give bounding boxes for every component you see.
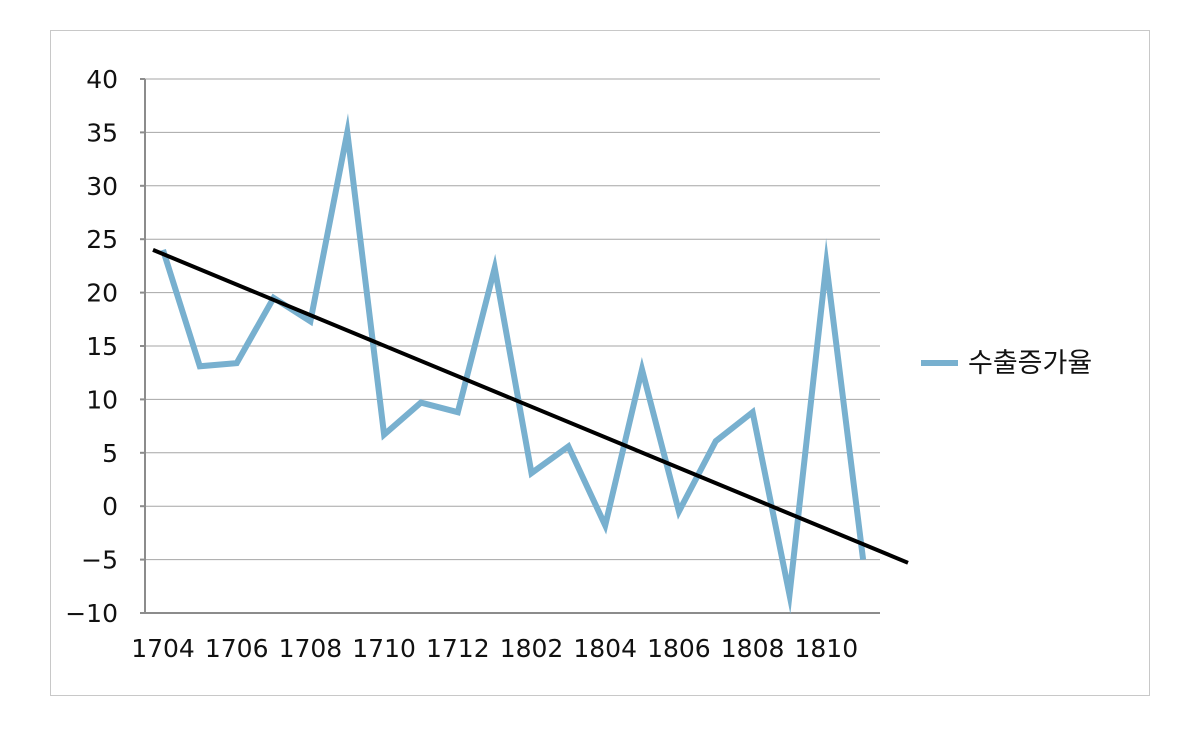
y-tick-label: 25 bbox=[86, 225, 118, 254]
x-tick-label: 1704 bbox=[131, 634, 195, 663]
axes: −10 −5 0 5 10 15 20 25 30 35 40 1704 1706 1708 1710 171… bbox=[65, 65, 880, 663]
x-tick-label: 1712 bbox=[426, 634, 490, 663]
y-tick-label: 30 bbox=[86, 172, 118, 201]
legend-label: 수출증가율 bbox=[968, 348, 1092, 379]
y-tick-label: 35 bbox=[86, 118, 118, 147]
x-tick-label: 1804 bbox=[573, 634, 637, 663]
x-tick-label: 1708 bbox=[279, 634, 343, 663]
x-tick-label: 1706 bbox=[205, 634, 269, 663]
trendline bbox=[152, 248, 909, 565]
series-line bbox=[160, 113, 867, 615]
series-layer bbox=[152, 113, 909, 615]
legend: 수출증가율 bbox=[921, 348, 1092, 379]
y-tick-label: −5 bbox=[81, 546, 118, 575]
x-tick-label: 1802 bbox=[500, 634, 564, 663]
y-tick-label: 5 bbox=[102, 439, 118, 468]
y-tick-label: 40 bbox=[86, 65, 118, 94]
y-tick-label: 20 bbox=[86, 279, 118, 308]
y-tick-label: −10 bbox=[65, 599, 118, 628]
x-tick-label: 1810 bbox=[794, 634, 858, 663]
gridlines bbox=[145, 78, 880, 561]
y-tick-label: 10 bbox=[86, 385, 118, 414]
y-tick-label: 0 bbox=[102, 492, 118, 521]
x-tick-label: 1806 bbox=[647, 634, 711, 663]
x-tick-label: 1710 bbox=[352, 634, 416, 663]
x-tick-label: 1808 bbox=[721, 634, 785, 663]
y-tick-label: 15 bbox=[86, 332, 118, 361]
